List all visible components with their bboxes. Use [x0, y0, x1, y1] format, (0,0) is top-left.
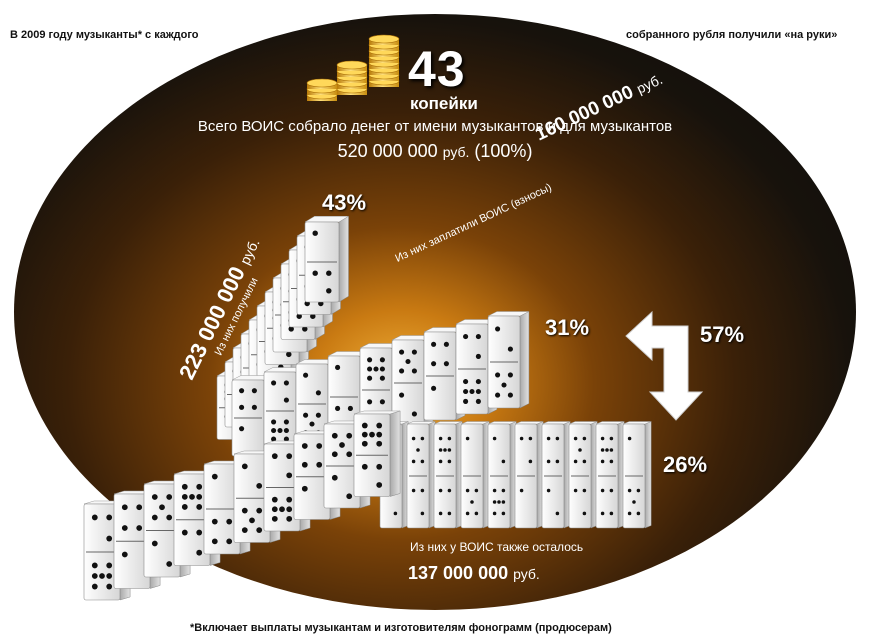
- domino: [406, 421, 436, 529]
- header-left: В 2009 году музыканты* с каждого: [10, 29, 199, 41]
- domino: [514, 421, 544, 529]
- paid-percent: 31%: [545, 315, 590, 340]
- domino: [353, 410, 401, 497]
- domino: [487, 421, 517, 529]
- total-amount: 520 000 000 руб. (100%): [300, 141, 570, 162]
- bent-arrow-icon: [625, 310, 704, 421]
- domino: [595, 421, 625, 529]
- total-amount-unit: руб.: [442, 144, 470, 160]
- coin: [306, 78, 338, 88]
- total-percent: (100%): [474, 141, 533, 161]
- remained-amount: 137 000 000 руб.: [408, 563, 540, 583]
- domino: [622, 421, 652, 529]
- header-right: собранного рубля получили «на руки»: [626, 29, 838, 41]
- domino: [304, 215, 350, 303]
- domino-rows: [83, 215, 652, 601]
- coin: [368, 34, 400, 44]
- headline-value: 43: [408, 41, 466, 97]
- remained-percent: 26%: [663, 452, 708, 477]
- domino: [433, 421, 463, 529]
- domino: [487, 311, 530, 409]
- received-percent: 43%: [322, 190, 367, 215]
- headline-unit: копейки: [410, 94, 478, 113]
- coin: [336, 60, 368, 70]
- domino: [568, 421, 598, 529]
- total-amount-value: 520 000 000: [337, 141, 438, 161]
- transfer-percent: 57%: [700, 322, 745, 347]
- remained-sublabel: Из них у ВОИС также осталось: [410, 540, 584, 554]
- coin-stacks-icon: [306, 34, 400, 101]
- footnote: *Включает выплаты музыкантам и изготовит…: [190, 622, 612, 634]
- domino: [541, 421, 571, 529]
- domino: [460, 421, 490, 529]
- total-label: Всего ВОИС собрало денег от имени музыка…: [197, 118, 673, 135]
